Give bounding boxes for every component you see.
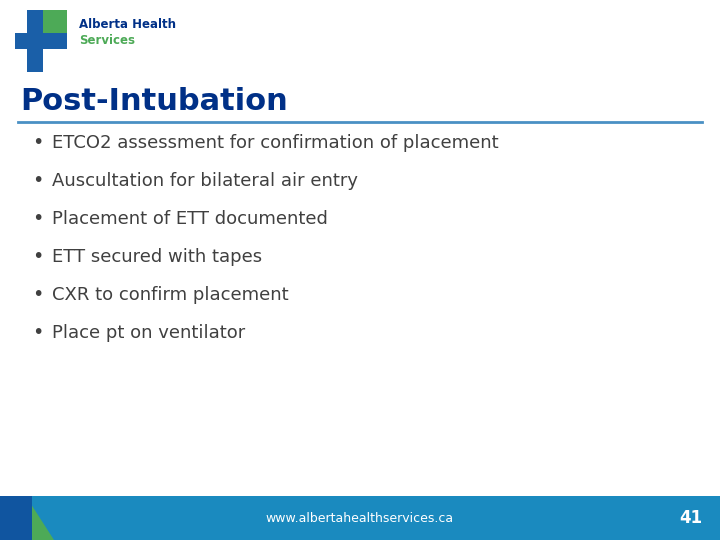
Text: Placement of ETT documented: Placement of ETT documented bbox=[52, 210, 328, 228]
FancyBboxPatch shape bbox=[43, 10, 67, 33]
Text: ETCO2 assessment for confirmation of placement: ETCO2 assessment for confirmation of pla… bbox=[52, 134, 499, 152]
FancyBboxPatch shape bbox=[15, 33, 67, 49]
Text: •: • bbox=[32, 210, 44, 228]
Text: Place pt on ventilator: Place pt on ventilator bbox=[52, 324, 246, 342]
Text: Services: Services bbox=[79, 33, 135, 46]
Text: Post-Intubation: Post-Intubation bbox=[20, 87, 288, 117]
Text: •: • bbox=[32, 247, 44, 267]
Polygon shape bbox=[32, 505, 54, 540]
Text: •: • bbox=[32, 172, 44, 191]
Text: CXR to confirm placement: CXR to confirm placement bbox=[52, 286, 289, 304]
Text: ETT secured with tapes: ETT secured with tapes bbox=[52, 248, 262, 266]
Text: Auscultation for bilateral air entry: Auscultation for bilateral air entry bbox=[52, 172, 358, 190]
Text: 41: 41 bbox=[679, 509, 702, 527]
Text: •: • bbox=[32, 286, 44, 305]
Text: •: • bbox=[32, 323, 44, 342]
Text: www.albertahealthservices.ca: www.albertahealthservices.ca bbox=[266, 511, 454, 524]
FancyBboxPatch shape bbox=[27, 10, 43, 72]
FancyBboxPatch shape bbox=[0, 496, 32, 540]
Text: Alberta Health: Alberta Health bbox=[79, 17, 176, 30]
FancyBboxPatch shape bbox=[0, 496, 720, 540]
Text: •: • bbox=[32, 133, 44, 152]
